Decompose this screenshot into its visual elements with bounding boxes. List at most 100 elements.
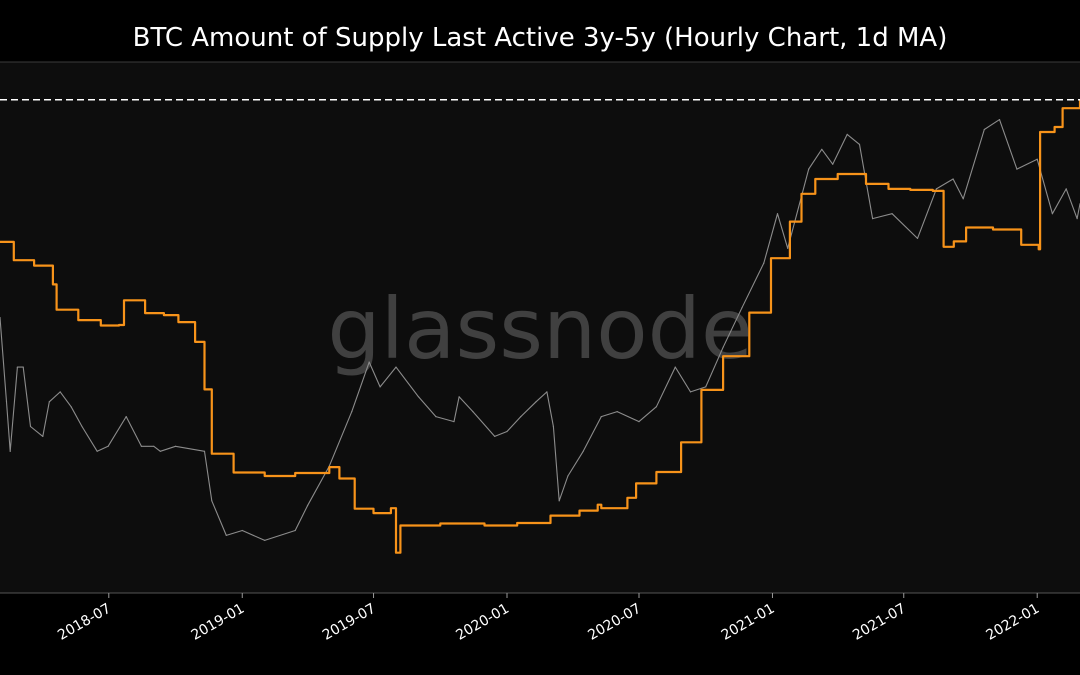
series-supply-point — [0, 241, 1, 243]
series-price-point — [153, 445, 155, 447]
series-price-point — [552, 425, 555, 428]
series-supply-point — [211, 453, 213, 455]
series-price-point — [29, 425, 32, 428]
series-supply-line — [0, 99, 1080, 554]
series-supply-point — [837, 173, 839, 175]
series-price-point — [1065, 188, 1067, 190]
series-supply-point — [395, 552, 397, 554]
series-supply-point — [439, 522, 441, 525]
series-price-point — [705, 386, 707, 388]
series-supply-point — [635, 482, 637, 484]
chart-title: BTC Amount of Supply Last Active 3y-5y (… — [133, 23, 948, 53]
series-layer — [0, 99, 1080, 554]
series-supply-point — [655, 471, 658, 473]
series-price-point — [638, 421, 640, 423]
series-price-point — [808, 168, 810, 170]
series-supply-point — [372, 512, 375, 514]
series-price-point — [70, 406, 72, 408]
series-price-point — [832, 163, 834, 165]
series-price-point — [916, 237, 919, 239]
series-supply-point — [800, 193, 803, 195]
series-supply-point — [144, 312, 146, 314]
series-price-point — [351, 411, 353, 413]
series-price-point — [107, 445, 109, 447]
series-price-point — [458, 396, 460, 398]
series-price-point — [983, 128, 985, 131]
series-price-point — [567, 475, 569, 477]
series-price-point — [535, 401, 537, 403]
series-supply-point — [203, 388, 206, 390]
series-price-point — [763, 262, 765, 264]
series-supply-point — [328, 466, 330, 468]
series-price-point — [264, 539, 266, 542]
series-supply-point — [722, 355, 724, 357]
series-supply-point — [770, 257, 772, 259]
series-price-point — [952, 178, 954, 180]
series-price-point — [1036, 158, 1038, 160]
series-supply-point — [600, 507, 602, 509]
series-supply-point — [789, 221, 791, 223]
series-supply-point — [953, 240, 955, 242]
series-supply-point — [354, 508, 356, 510]
series-supply-point — [1038, 248, 1040, 250]
series-price-point — [203, 450, 206, 452]
series-price-point — [582, 450, 584, 452]
series-price-point — [174, 445, 177, 447]
series-supply-point — [77, 319, 79, 321]
series-supply-point — [943, 246, 945, 248]
series-supply-point — [700, 389, 703, 391]
series-price-point — [472, 411, 474, 413]
series-supply-point — [118, 324, 120, 326]
series-price-point — [520, 416, 522, 418]
series-price-point — [294, 529, 296, 532]
series-supply-point — [338, 477, 340, 480]
series-price-point — [225, 534, 227, 537]
series-price-point — [494, 435, 496, 437]
series-supply-point — [965, 226, 967, 229]
series-supply-point — [390, 507, 392, 509]
series-price-point — [935, 188, 938, 190]
series-supply-point — [680, 441, 682, 443]
series-supply-point — [33, 265, 35, 267]
series-price-point — [776, 213, 779, 215]
series-price-point — [1076, 218, 1078, 220]
series-price-point — [1051, 213, 1053, 215]
series-supply-point — [1020, 244, 1022, 246]
series-price-point — [600, 416, 602, 418]
series-price-point — [558, 500, 560, 502]
series-price-point — [125, 416, 127, 418]
series-price-point — [962, 198, 964, 200]
watermark: glassnode — [327, 280, 752, 378]
series-supply-point — [516, 522, 518, 524]
series-price-point — [1016, 168, 1018, 170]
series-supply-point — [56, 309, 58, 311]
series-price-point — [159, 450, 161, 452]
series-price-point — [891, 213, 893, 215]
series-price-point — [998, 119, 1001, 121]
series-supply-point — [549, 515, 552, 517]
series-supply-point — [233, 471, 235, 474]
series-price-point — [821, 148, 823, 150]
series-price-point — [395, 366, 397, 368]
series-supply-point — [123, 299, 125, 301]
series-price-point — [417, 396, 420, 398]
series-supply-point — [177, 321, 179, 323]
series-supply-point — [578, 510, 581, 512]
series-price-point — [689, 391, 692, 393]
series-supply-point — [163, 314, 165, 316]
series-price-point — [96, 450, 98, 452]
series-price-point — [22, 366, 24, 368]
series-price-point — [741, 307, 743, 309]
series-price-point — [674, 366, 676, 368]
series-price-point — [846, 133, 848, 135]
series-supply-point — [597, 504, 599, 506]
series-supply-point — [264, 475, 266, 477]
series-price-point — [48, 401, 50, 403]
series-supply-point — [399, 524, 401, 527]
series-price-point — [211, 500, 213, 502]
series-supply-point — [814, 178, 816, 180]
series-supply-point — [100, 324, 102, 327]
series-price-point — [872, 218, 874, 220]
series-supply-point — [992, 228, 994, 231]
series-price-point — [81, 425, 83, 428]
